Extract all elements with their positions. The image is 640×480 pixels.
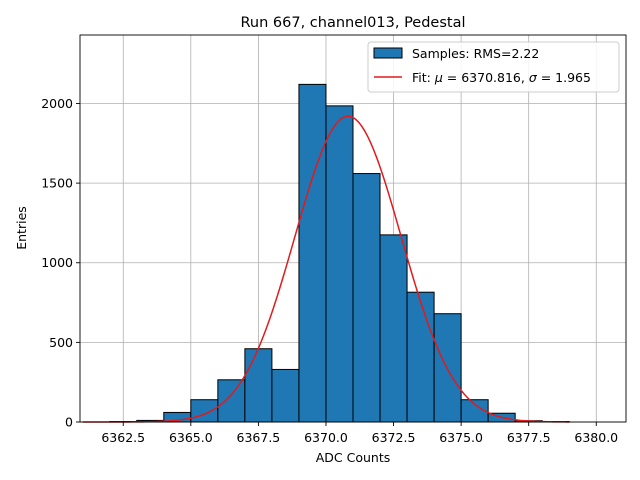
chart-title: Run 667, channel013, Pedestal — [240, 15, 465, 31]
legend-fit-sigma-value: = 1.965 — [537, 70, 591, 85]
legend-histogram-swatch — [373, 47, 403, 59]
legend-histogram-label: Samples: RMS=2.22 — [412, 46, 539, 61]
histogram-bar-3 — [190, 399, 219, 423]
fit-curve — [82, 115, 570, 423]
histogram-bar-4 — [217, 379, 246, 423]
legend-fit-mu-symbol: μ — [434, 70, 443, 85]
histogram-bar-6 — [271, 368, 300, 423]
x-axis-ticks: 6362.5 6365.0 6367.5 6370.0 6372.5 6375.0 6377… — [101, 422, 618, 445]
histogram-bar-8 — [325, 105, 354, 423]
histogram-bar-10 — [379, 234, 408, 423]
legend-fit-mu-value: = 6370.816, — [443, 70, 529, 85]
y-axis-ticks: 0 500 1000 1500 2000 — [41, 96, 80, 430]
x-tick-label-0: 6362.5 — [101, 430, 145, 445]
y-tick-label-0: 0 — [65, 415, 73, 430]
legend-box — [367, 41, 620, 93]
histogram-bar-9 — [352, 173, 381, 423]
plot-frame — [79, 34, 627, 423]
x-axis-label: ADC Counts — [316, 450, 391, 465]
x-tick-label-2: 6367.5 — [237, 430, 281, 445]
y-tick-label-3: 1500 — [41, 176, 73, 191]
x-tick-label-6: 6377.5 — [507, 430, 551, 445]
x-tick-label-4: 6372.5 — [372, 430, 416, 445]
y-tick-label-4: 2000 — [41, 96, 73, 111]
x-tick-label-7: 6380.0 — [574, 430, 618, 445]
histogram-bar-7 — [298, 83, 327, 423]
legend-fit-label: Fit: μ = 6370.816, σ = 1.965 — [412, 70, 591, 85]
legend: Samples: RMS=2.22 Fit: μ = 6370.816, σ =… — [367, 41, 620, 93]
x-tick-label-1: 6365.0 — [169, 430, 213, 445]
y-tick-label-2: 1000 — [41, 255, 73, 270]
legend-fit-sigma-symbol: σ — [529, 70, 538, 85]
x-tick-label-5: 6375.0 — [439, 430, 483, 445]
y-tick-label-1: 500 — [49, 335, 73, 350]
y-axis-label: Entries — [14, 206, 29, 250]
histogram-bar-11 — [406, 291, 435, 423]
legend-fit-prefix: Fit: — [412, 70, 435, 85]
histogram-bar-5 — [244, 348, 273, 423]
x-tick-label-3: 6370.0 — [304, 430, 348, 445]
